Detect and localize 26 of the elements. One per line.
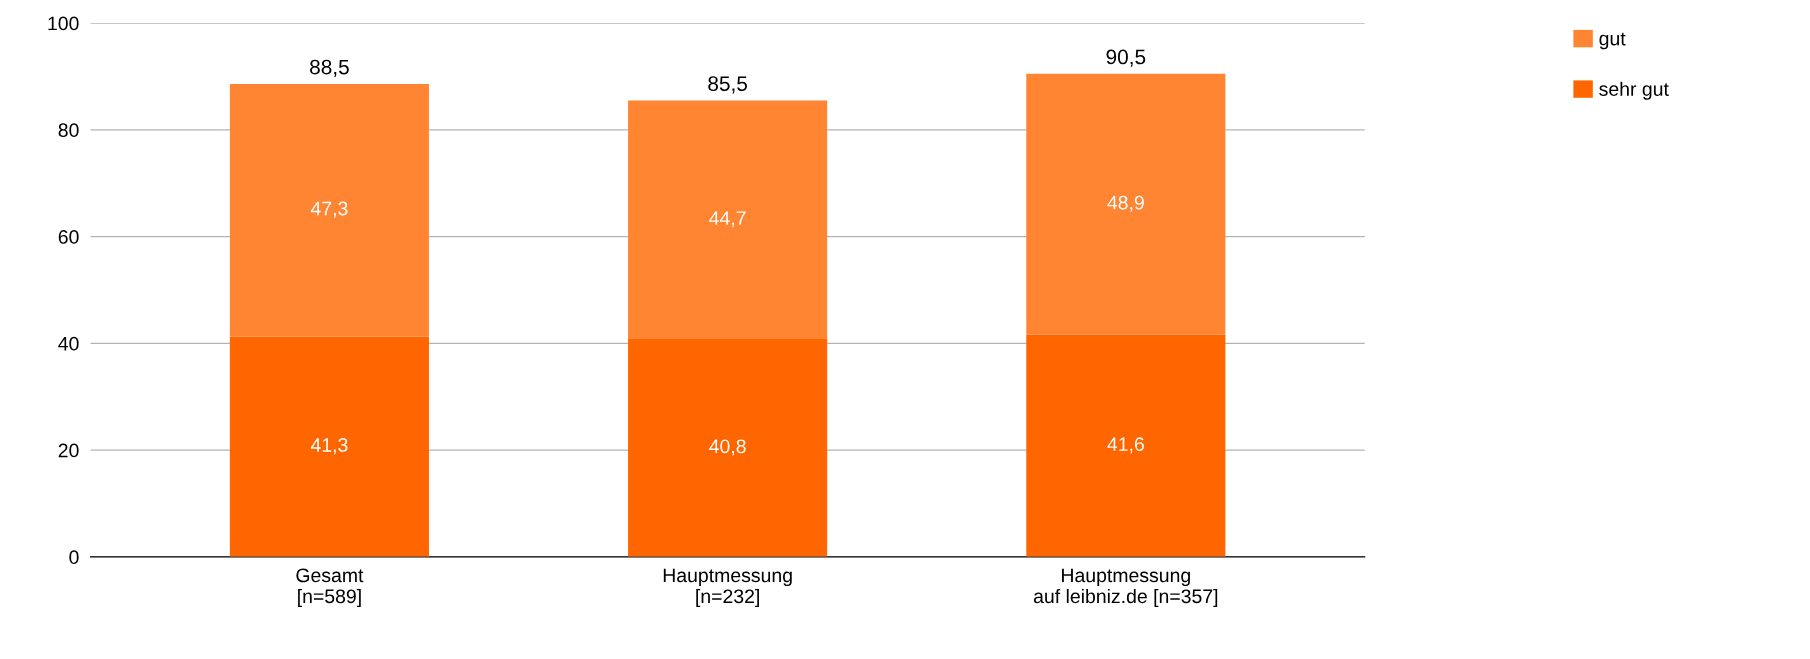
bar [628,100,828,340]
data-label: 48,9 [1107,195,1144,212]
y-tick-label: 0 [69,550,79,565]
y-tick-label: 60 [58,230,79,244]
data-label: 40,8 [709,439,746,456]
y-tick-label: 20 [58,443,79,458]
y-tick-label: 100 [48,16,79,31]
bar [1026,73,1226,335]
y-tick-label: 80 [58,123,79,138]
data-label: 41,3 [310,438,348,455]
data-label: 47,3 [310,201,348,218]
bar [1026,334,1226,557]
legend-label: sehr gut [1599,81,1669,100]
bar [229,336,429,557]
legend-label: gut [1599,32,1626,50]
x-tick-label: Hauptmessung auf leibniz.de [n=357] [1033,568,1218,608]
bar [628,339,828,557]
total-label: 90,5 [1106,49,1146,67]
total-label: 85,5 [708,76,748,94]
data-label: 44,7 [709,211,746,228]
y-tick-label: 40 [58,336,79,351]
data-label: 41,6 [1107,437,1144,454]
bar [229,83,429,337]
x-tick-label: Gesamt [n=589] [296,568,364,608]
total-label: 88,5 [310,59,349,77]
x-tick-label: Hauptmessung [n=232] [663,568,792,608]
